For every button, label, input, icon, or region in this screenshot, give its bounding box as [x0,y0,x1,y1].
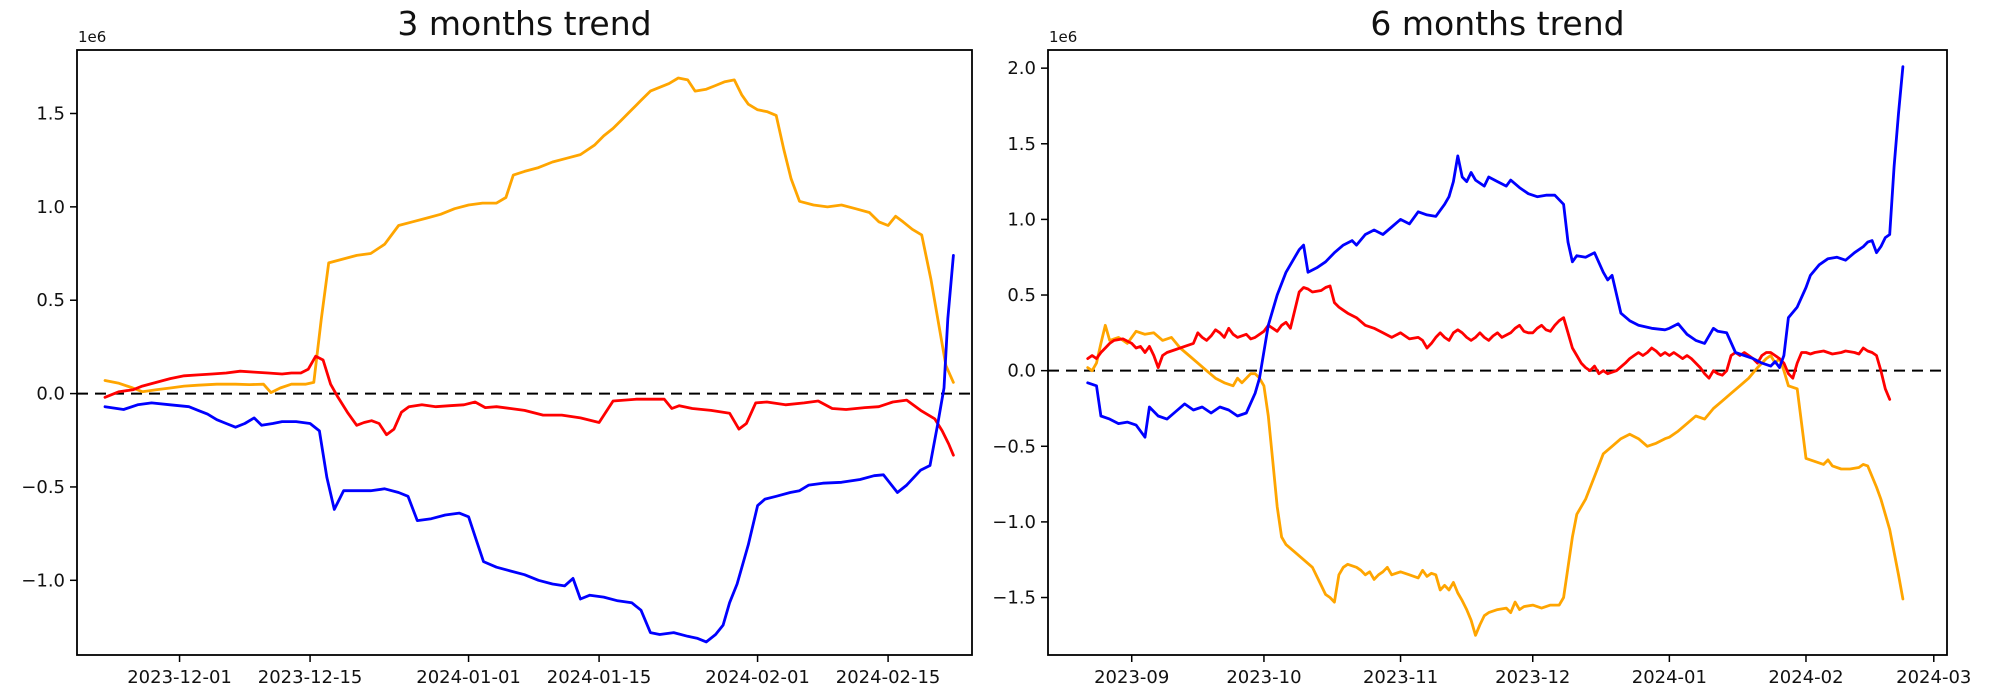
y-tick-label: 0.5 [36,290,65,311]
y-tick-label: −0.5 [992,436,1036,457]
plot-frame [76,49,973,656]
axes-1: 2023-09 2023-10 2023-11 2023-12 2024-01 2024-… [992,49,1971,688]
x-tick-label: 2023-10 [1226,667,1301,688]
chart-title-3-months: 3 months trend [397,4,652,43]
series-blue [1086,65,1905,439]
x-tick-label: 2024-02-01 [705,667,810,688]
x-tick-label: 2024-02 [1768,667,1843,688]
y-tick-label: −1.0 [21,570,65,591]
series-blue [103,253,955,644]
y-axis-offset-label-left: 1e6 [78,28,107,46]
x-tick-label: 2023-11 [1363,667,1438,688]
y-tick-label: 1.5 [1007,134,1036,155]
plot-frame [1047,49,1948,656]
series-red [103,354,955,457]
y-tick-label: 2.0 [1007,58,1036,79]
axes-0: 2023-12-01 2023-12-15 2024-01-01 2024-01-15… [21,49,973,688]
x-tick-label: 2023-12 [1495,667,1570,688]
y-tick-label: 0.0 [1007,361,1036,382]
x-tick-label: 2024-01-01 [416,667,521,688]
y-axis-offset-label-right: 1e6 [1049,28,1078,46]
y-tick-label: 1.0 [1007,209,1036,230]
y-tick-label: −1.5 [992,588,1036,609]
y-tick-label: −1.0 [992,512,1036,533]
y-tick-label: 1.0 [36,197,65,218]
series-orange [103,76,955,395]
y-tick-label: −0.5 [21,477,65,498]
x-tick-label: 2023-12-15 [258,667,363,688]
x-tick-label: 2023-12-01 [127,667,232,688]
x-tick-label: 2024-01 [1632,667,1707,688]
x-tick-label: 2023-09 [1094,667,1169,688]
y-tick-label: 0.5 [1007,285,1036,306]
x-tick-label: 2024-03 [1896,667,1971,688]
x-tick-label: 2024-01-15 [547,667,652,688]
x-tick-label: 2024-02-15 [836,667,941,688]
y-tick-label: 0.0 [36,384,65,405]
series-orange [1086,323,1905,637]
series-red [1086,284,1892,401]
chart-title-6-months: 6 months trend [1370,4,1625,43]
y-tick-label: 1.5 [36,103,65,124]
